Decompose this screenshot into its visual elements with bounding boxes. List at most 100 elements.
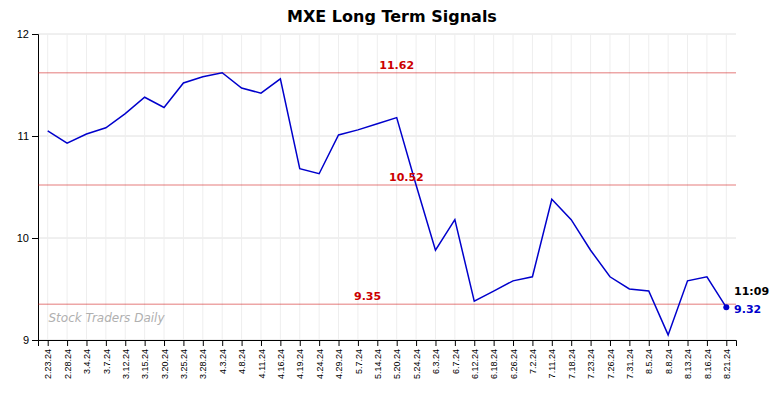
tick-label: 8.5.24 xyxy=(644,349,654,374)
tick: 12 xyxy=(17,28,38,40)
tick-label: 11 xyxy=(18,130,29,142)
grid-line xyxy=(532,34,533,340)
grid-line xyxy=(164,34,165,340)
tick: 3.25.24 xyxy=(179,340,189,379)
grid-line xyxy=(590,34,591,340)
signal-label: 11.62 xyxy=(379,59,414,72)
grid-line xyxy=(241,34,242,340)
tick: 8.8.24 xyxy=(664,340,674,374)
signal-label: 10.52 xyxy=(389,171,424,184)
tick-mark xyxy=(339,340,340,346)
tick-mark xyxy=(48,340,49,346)
tick: 6.7.24 xyxy=(451,340,461,374)
tick-label: 5.24.24 xyxy=(412,349,422,379)
grid-line xyxy=(493,34,494,340)
tick: 4.19.24 xyxy=(295,340,305,379)
tick-mark xyxy=(203,340,204,346)
tick-mark xyxy=(32,238,38,239)
grid-line xyxy=(726,34,727,340)
tick-mark xyxy=(164,340,165,346)
tick-mark xyxy=(319,340,320,346)
grid-line xyxy=(571,34,572,340)
tick: 6.26.24 xyxy=(509,340,519,379)
grid-line xyxy=(47,34,48,340)
tick: 3.28.24 xyxy=(198,340,208,379)
tick: 5.7.24 xyxy=(354,340,364,374)
tick-label: 5.20.24 xyxy=(392,349,402,379)
chart: MXE Long Term Signals91011122.23.242.28.… xyxy=(0,0,784,398)
grid-line xyxy=(86,34,87,340)
tick-mark xyxy=(726,340,727,346)
grid-line xyxy=(319,34,320,340)
tick: 8.16.24 xyxy=(703,340,713,379)
grid-line xyxy=(396,34,397,340)
signal-line xyxy=(38,184,736,186)
signal-label: 9.35 xyxy=(354,290,381,303)
tick-label: 4.19.24 xyxy=(295,349,305,379)
grid-line xyxy=(435,34,436,340)
grid-line xyxy=(687,34,688,340)
tick: 3.7.24 xyxy=(102,340,112,374)
grid-line xyxy=(202,34,203,340)
tick-mark xyxy=(688,340,689,346)
tick-label: 3.25.24 xyxy=(179,349,189,379)
tick-label: 7.26.24 xyxy=(606,349,616,379)
tick-label: 3.15.24 xyxy=(140,349,150,379)
tick-mark xyxy=(67,340,68,346)
x-axis: 2.23.242.28.243.4.243.7.243.12.243.15.24… xyxy=(39,340,737,379)
tick-mark xyxy=(513,340,514,346)
grid-line xyxy=(551,34,552,340)
tick-mark xyxy=(435,340,436,346)
tick: 6.18.24 xyxy=(489,340,499,379)
grid-line xyxy=(222,34,223,340)
tick-label: 8.13.24 xyxy=(683,349,693,379)
signal-line xyxy=(38,72,736,74)
grid-line xyxy=(299,34,300,340)
plot: 91011122.23.242.28.243.4.243.7.243.12.24… xyxy=(17,28,769,379)
grid-line xyxy=(38,34,736,35)
grid-line xyxy=(67,34,68,340)
tick: 4.3.24 xyxy=(218,340,228,374)
tick: 7.18.24 xyxy=(567,340,577,379)
tick: 6.3.24 xyxy=(431,340,441,374)
y-axis: 9101112 xyxy=(17,28,39,346)
tick-label: 8.16.24 xyxy=(703,349,713,379)
tick-label: 3.4.24 xyxy=(82,349,92,374)
tick: 4.16.24 xyxy=(276,340,286,379)
tick-label: 3.20.24 xyxy=(160,349,170,379)
tick-mark xyxy=(86,340,87,346)
tick: 4.24.24 xyxy=(315,340,325,379)
tick: 3.20.24 xyxy=(160,340,170,379)
tick-label: 7.2.24 xyxy=(528,349,538,374)
tick: 2.28.24 xyxy=(63,340,73,379)
tick: 8.5.24 xyxy=(644,340,654,374)
grid-line xyxy=(629,34,630,340)
tick-label: 5.14.24 xyxy=(373,349,383,379)
tick-mark xyxy=(397,340,398,346)
tick: 9 xyxy=(23,334,38,346)
tick-label: 4.29.24 xyxy=(334,349,344,379)
tick: 7.31.24 xyxy=(625,340,635,379)
tick-label: 6.18.24 xyxy=(489,349,499,379)
tick-label: 6.26.24 xyxy=(509,349,519,379)
tick-label: 3.7.24 xyxy=(102,349,112,374)
grid-line xyxy=(668,34,669,340)
marks xyxy=(38,73,736,335)
tick-mark xyxy=(494,340,495,346)
grid-line xyxy=(260,34,261,340)
tick-label: 4.3.24 xyxy=(218,349,228,374)
tick-label: 4.24.24 xyxy=(315,349,325,379)
axis-line xyxy=(32,35,39,341)
tick: 3.15.24 xyxy=(140,340,150,379)
grid-line xyxy=(513,34,514,340)
grid-line xyxy=(38,238,736,239)
tick-label: 6.12.24 xyxy=(470,349,480,379)
tick-label: 4.8.24 xyxy=(237,349,247,374)
tick: 7.11.24 xyxy=(547,340,557,378)
tick: 7.23.24 xyxy=(586,340,596,379)
title: MXE Long Term Signals xyxy=(287,7,497,26)
tick-label: 8.8.24 xyxy=(664,349,674,374)
tick-mark xyxy=(591,340,592,346)
grid-line xyxy=(454,34,455,340)
tick-label: 6.7.24 xyxy=(451,349,461,374)
